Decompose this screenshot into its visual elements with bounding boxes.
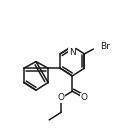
- Text: N: N: [68, 48, 75, 57]
- Text: O: O: [80, 93, 87, 102]
- Text: O: O: [57, 93, 64, 102]
- Text: Br: Br: [99, 42, 109, 51]
